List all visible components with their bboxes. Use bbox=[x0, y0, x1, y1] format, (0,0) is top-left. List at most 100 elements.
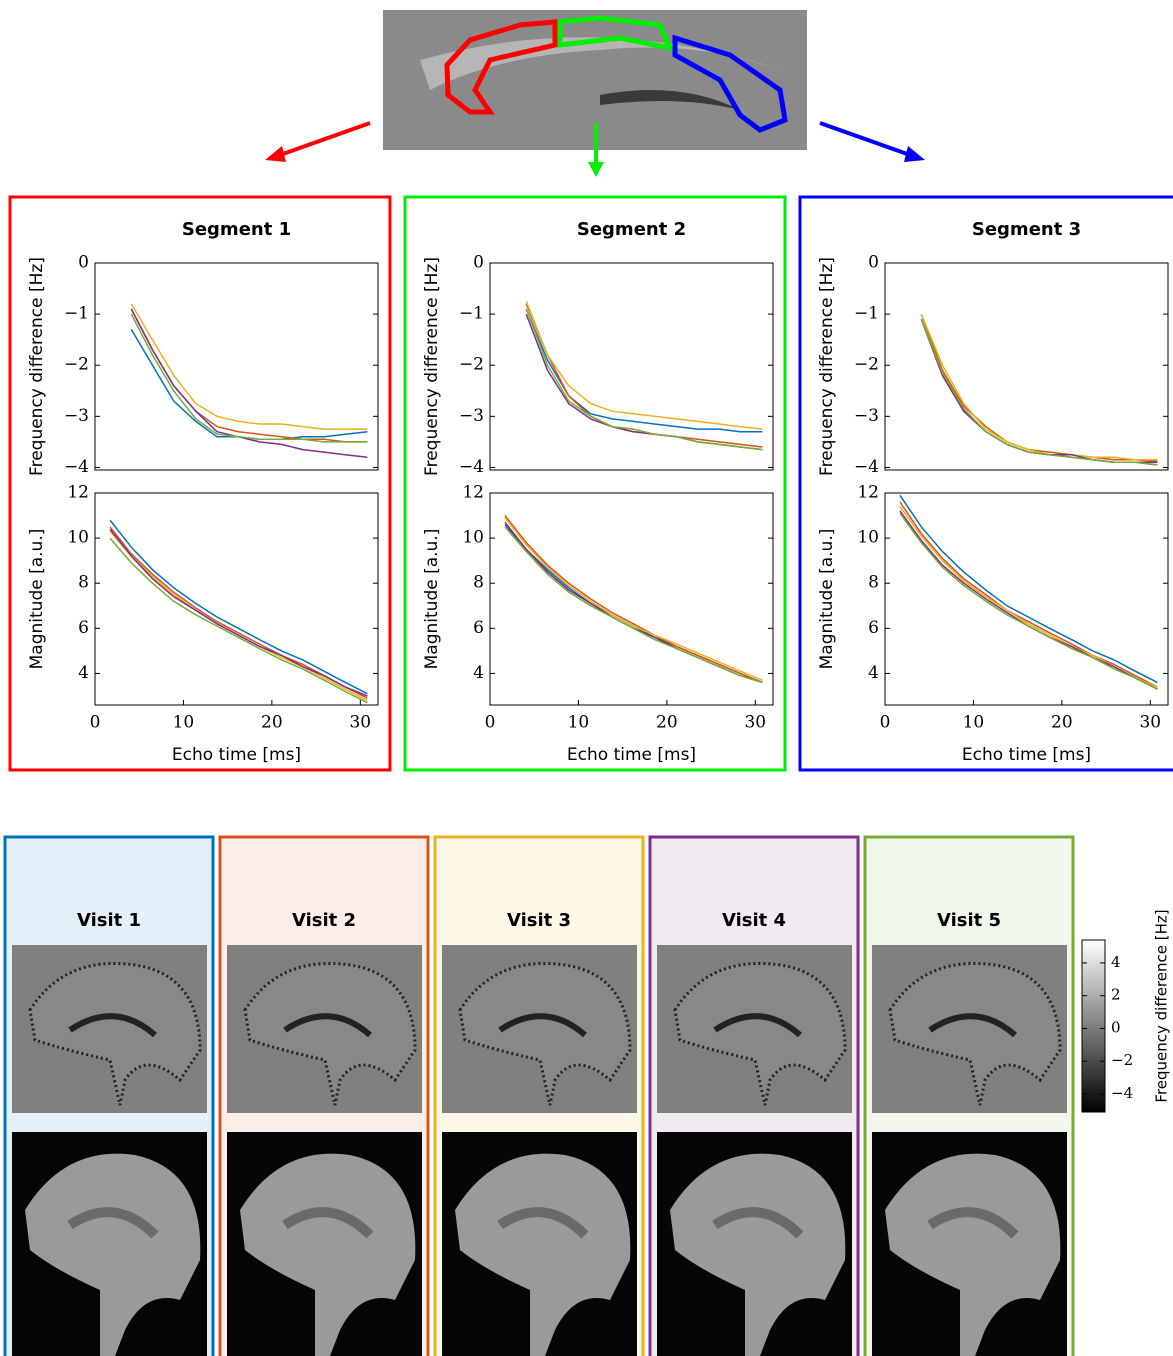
magnitude-brain bbox=[670, 1153, 846, 1356]
segment-box bbox=[403, 195, 787, 772]
y-tick-label: 0 bbox=[473, 253, 484, 273]
x-tick-label: 10 bbox=[173, 713, 195, 733]
series-line bbox=[504, 515, 763, 684]
y-tick-label: 10 bbox=[462, 528, 484, 548]
visit-title: Visit 1 bbox=[77, 910, 141, 931]
y-tick-label: −4 bbox=[459, 457, 484, 477]
y-tick-label: −2 bbox=[64, 355, 89, 375]
series-line bbox=[130, 313, 368, 443]
magnitude-cc bbox=[927, 1207, 1019, 1239]
chart-title: Segment 2 bbox=[577, 219, 686, 240]
y-tick-label: 0 bbox=[868, 253, 879, 273]
magnitude-brain bbox=[25, 1153, 201, 1356]
x-axis-label: Echo time [ms] bbox=[962, 745, 1091, 765]
y-tick-label: 6 bbox=[868, 618, 879, 638]
series-line bbox=[920, 313, 1158, 463]
phase-brain bbox=[888, 961, 1062, 1106]
y-tick-label: 12 bbox=[462, 483, 484, 503]
y-axis-label: Frequency difference [Hz] bbox=[422, 257, 442, 476]
x-tick-label: 20 bbox=[1051, 713, 1073, 733]
visit-title: Visit 3 bbox=[507, 910, 571, 931]
x-axis-label: Echo time [ms] bbox=[567, 745, 696, 765]
series-line bbox=[525, 308, 763, 451]
segment-box bbox=[798, 195, 1173, 772]
y-tick-label: −2 bbox=[459, 355, 484, 375]
y-tick-label: 4 bbox=[78, 663, 89, 683]
x-axis-label: Echo time [ms] bbox=[172, 745, 301, 765]
series-line bbox=[109, 519, 368, 695]
x-tick-label: 0 bbox=[880, 713, 891, 733]
y-tick-label: 8 bbox=[473, 573, 484, 593]
plot-frame bbox=[489, 262, 774, 471]
series-line bbox=[504, 526, 763, 684]
segment-outline bbox=[444, 19, 558, 115]
phase-brain bbox=[28, 961, 202, 1106]
y-tick-label: −3 bbox=[459, 406, 484, 426]
magnitude-brain bbox=[455, 1153, 631, 1356]
series-line bbox=[920, 318, 1158, 466]
chart-title: Segment 3 bbox=[972, 219, 1081, 240]
roi-texture bbox=[420, 37, 780, 90]
y-tick-label: 6 bbox=[78, 618, 89, 638]
series-line bbox=[899, 506, 1158, 688]
series-line bbox=[525, 301, 763, 430]
plot-frame bbox=[884, 262, 1169, 471]
x-tick-label: 30 bbox=[744, 713, 766, 733]
colorbar bbox=[1081, 939, 1106, 1113]
plot-frame bbox=[94, 492, 379, 706]
x-tick-label: 30 bbox=[349, 713, 371, 733]
phase-cc bbox=[283, 1013, 372, 1038]
y-axis-label: Frequency difference [Hz] bbox=[817, 257, 837, 476]
series-line bbox=[109, 530, 368, 702]
y-tick-label: 8 bbox=[78, 573, 89, 593]
y-tick-label: −1 bbox=[854, 304, 879, 324]
phase-cc bbox=[928, 1013, 1017, 1038]
magnitude-cc bbox=[282, 1207, 374, 1239]
series-line bbox=[130, 308, 368, 458]
segment-box bbox=[8, 195, 392, 772]
x-tick-label: 30 bbox=[1139, 713, 1161, 733]
y-axis-label: Magnitude [a.u.] bbox=[27, 529, 47, 670]
y-tick-label: 6 bbox=[473, 618, 484, 638]
chart-title: Segment 1 bbox=[182, 219, 291, 240]
y-tick-label: −3 bbox=[64, 406, 89, 426]
y-axis-label: Magnitude [a.u.] bbox=[817, 529, 837, 670]
y-tick-label: 10 bbox=[67, 528, 89, 548]
series-line bbox=[109, 537, 368, 704]
y-tick-label: 0 bbox=[78, 253, 89, 273]
phase-brain bbox=[458, 961, 632, 1106]
visit-title: Visit 4 bbox=[722, 910, 786, 931]
x-tick-label: 0 bbox=[485, 713, 496, 733]
y-tick-label: −1 bbox=[64, 304, 89, 324]
series-line bbox=[899, 494, 1158, 684]
series-line bbox=[525, 308, 763, 433]
x-tick-label: 20 bbox=[656, 713, 678, 733]
segment-outline bbox=[672, 34, 788, 133]
plot-frame bbox=[884, 492, 1169, 706]
plot-frame bbox=[489, 492, 774, 706]
series-line bbox=[130, 303, 368, 430]
x-tick-label: 10 bbox=[963, 713, 985, 733]
colorbar-tick-label: 0 bbox=[1111, 1018, 1121, 1036]
phase-brain bbox=[673, 961, 847, 1106]
x-tick-label: 0 bbox=[90, 713, 101, 733]
phase-cc bbox=[498, 1013, 587, 1038]
colorbar-tick-label: −4 bbox=[1111, 1084, 1133, 1102]
magnitude-cc bbox=[712, 1207, 804, 1239]
y-tick-label: 4 bbox=[868, 663, 879, 683]
series-line bbox=[920, 313, 1158, 461]
phase-cc bbox=[713, 1013, 802, 1038]
series-line bbox=[109, 528, 368, 697]
y-tick-label: 10 bbox=[857, 528, 879, 548]
x-tick-label: 10 bbox=[568, 713, 590, 733]
series-line bbox=[899, 501, 1158, 688]
series-line bbox=[504, 524, 763, 684]
colorbar-tick-label: −2 bbox=[1111, 1051, 1133, 1069]
visit-title: Visit 5 bbox=[937, 910, 1001, 931]
segment-outline bbox=[557, 15, 675, 52]
y-tick-label: −1 bbox=[459, 304, 484, 324]
roi-texture bbox=[600, 90, 740, 110]
colorbar-label: Frequency difference [Hz] bbox=[1153, 909, 1171, 1102]
colorbar-tick-label: 2 bbox=[1111, 986, 1121, 1004]
magnitude-cc bbox=[497, 1207, 589, 1239]
